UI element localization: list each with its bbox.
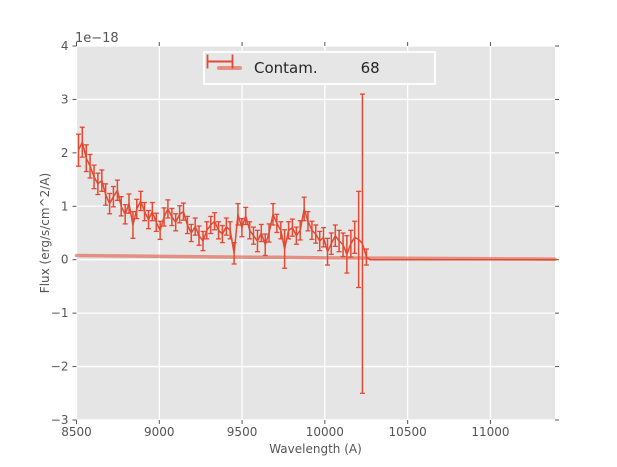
svg-text:3: 3 bbox=[61, 92, 69, 106]
svg-text:−3: −3 bbox=[51, 413, 69, 427]
svg-text:4: 4 bbox=[61, 39, 69, 53]
x-axis-label: Wavelength (A) bbox=[269, 442, 362, 456]
svg-text:−1: −1 bbox=[51, 306, 69, 320]
y-axis-label: Flux (erg/s/cm^2/A) bbox=[38, 172, 52, 294]
tick-layer bbox=[72, 42, 559, 424]
svg-text:8500: 8500 bbox=[61, 425, 92, 439]
y-axis-offset-label: 1e−18 bbox=[75, 31, 119, 46]
legend-item-68: 68 bbox=[206, 54, 380, 77]
legend: Contam. 68 bbox=[203, 51, 436, 85]
svg-text:1: 1 bbox=[61, 199, 69, 213]
svg-text:9500: 9500 bbox=[227, 425, 258, 439]
legend-label-contam: Contam. bbox=[254, 59, 318, 77]
svg-text:0: 0 bbox=[61, 253, 69, 267]
legend-item-contam: Contam. bbox=[217, 59, 318, 77]
contam-line-glyph-icon bbox=[217, 66, 242, 70]
svg-text:−2: −2 bbox=[51, 360, 69, 374]
legend-label-68: 68 bbox=[360, 59, 380, 77]
svg-text:10500: 10500 bbox=[389, 425, 427, 439]
flux-line-series bbox=[77, 141, 555, 261]
errorbar-glyph-icon bbox=[206, 54, 234, 69]
contam-line-series bbox=[74, 253, 557, 261]
svg-text:11000: 11000 bbox=[471, 425, 509, 439]
tick-labels-layer: 8500 9000 9500 10000 10500 11000 −3 −2 −1 0 1 2 3 4 bbox=[51, 39, 510, 439]
svg-text:9000: 9000 bbox=[144, 425, 175, 439]
svg-text:2: 2 bbox=[61, 146, 69, 160]
svg-text:10000: 10000 bbox=[306, 425, 344, 439]
